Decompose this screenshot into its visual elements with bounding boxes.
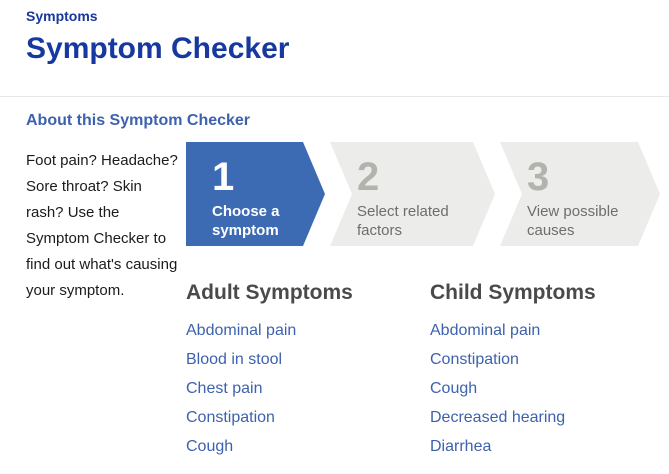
step-3-label: View possible causes [527, 203, 619, 239]
list-item: Decreased hearing [430, 409, 660, 426]
child-symptoms-heading: Child Symptoms [430, 281, 596, 304]
step-wizard: 1 Choose a symptom 2 Select related fact… [186, 142, 660, 246]
list-item: Constipation [430, 351, 660, 368]
adult-symptom-link-chest-pain[interactable]: Chest pain [186, 380, 263, 397]
adult-symptom-link-abdominal-pain[interactable]: Abdominal pain [186, 322, 297, 339]
child-symptom-link-constipation[interactable]: Constipation [430, 351, 519, 368]
adult-symptom-link-blood-in-stool[interactable]: Blood in stool [186, 351, 283, 368]
symptom-columns: Adult Symptoms Abdominal pain Blood in s… [186, 281, 660, 467]
list-item: Abdominal pain [430, 322, 660, 339]
wizard-step-2-select-factors: 2 Select related factors [330, 142, 495, 246]
adult-symptoms-list: Abdominal pain Blood in stool Chest pain… [186, 322, 430, 455]
child-symptom-link-abdominal-pain[interactable]: Abdominal pain [430, 322, 541, 339]
child-symptom-link-diarrhea[interactable]: Diarrhea [430, 438, 492, 455]
step-1-label: Choose a symptom [212, 203, 280, 239]
list-item: Constipation [186, 409, 430, 426]
list-item: Blood in stool [186, 351, 430, 368]
list-item: Chest pain [186, 380, 430, 397]
list-item: Cough [186, 438, 430, 455]
about-symptom-checker-link[interactable]: About this Symptom Checker [26, 112, 251, 129]
child-symptoms-column: Child Symptoms Abdominal pain Constipati… [430, 281, 660, 467]
child-symptoms-list: Abdominal pain Constipation Cough Decrea… [430, 322, 660, 455]
intro-text: Foot pain? Headache? Sore throat? Skin r… [26, 152, 178, 299]
list-item: Cough [430, 380, 660, 397]
child-symptom-link-cough[interactable]: Cough [430, 380, 478, 397]
wizard-step-1-choose-symptom: 1 Choose a symptom [186, 142, 325, 246]
main-content-row: Foot pain? Headache? Sore throat? Skin r… [26, 142, 669, 467]
adult-symptoms-column: Adult Symptoms Abdominal pain Blood in s… [186, 281, 430, 467]
list-item: Diarrhea [430, 438, 660, 455]
wizard-step-3-view-causes: 3 View possible causes [500, 142, 660, 246]
adult-symptoms-heading: Adult Symptoms [186, 281, 353, 304]
step-1-number: 1 [212, 155, 235, 199]
breadcrumb-symptoms-link[interactable]: Symptoms [26, 8, 98, 24]
step-2-number: 2 [357, 155, 380, 199]
list-item: Abdominal pain [186, 322, 430, 339]
content-column: 1 Choose a symptom 2 Select related fact… [186, 142, 660, 467]
horizontal-divider [0, 96, 669, 97]
step-2-label: Select related factors [357, 203, 449, 239]
step-3-number: 3 [527, 155, 550, 199]
page-title: Symptom Checker [26, 32, 290, 65]
child-symptom-link-decreased-hearing[interactable]: Decreased hearing [430, 409, 566, 426]
adult-symptom-link-cough[interactable]: Cough [186, 438, 234, 455]
adult-symptom-link-constipation[interactable]: Constipation [186, 409, 275, 426]
